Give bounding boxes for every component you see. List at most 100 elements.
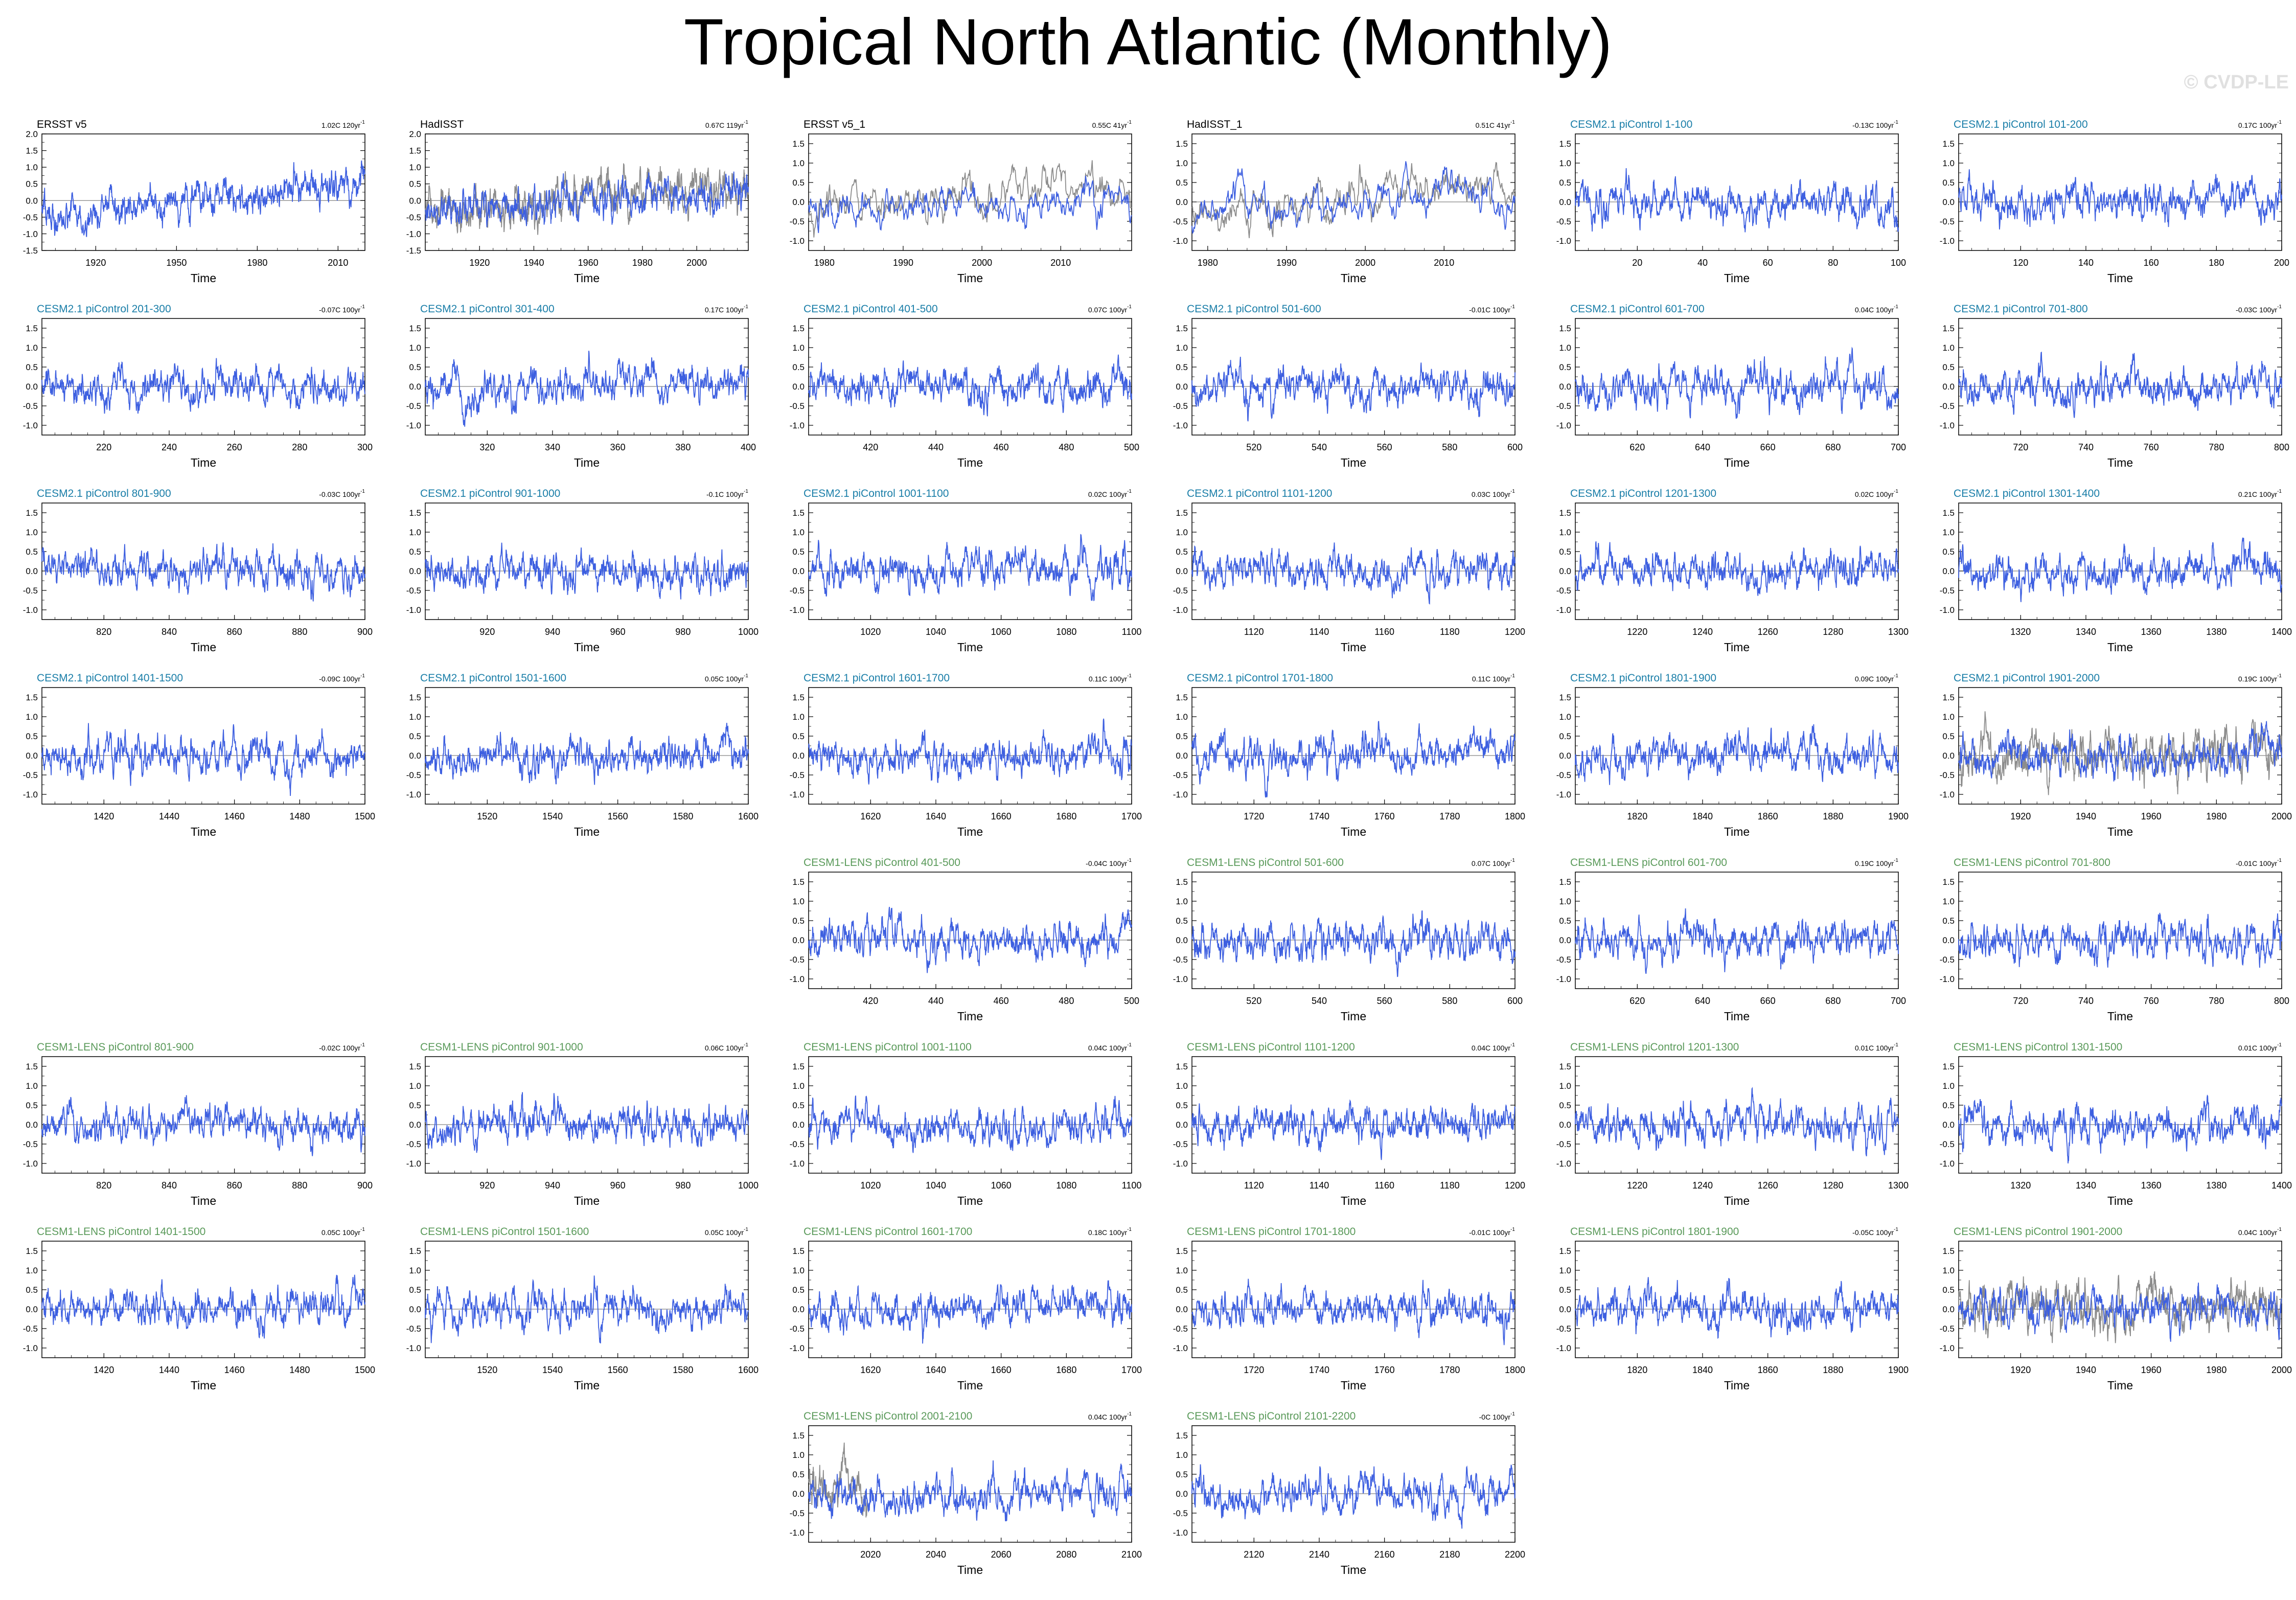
panel-title: CESM1-LENS piControl 1301-1500 — [1954, 1041, 2122, 1053]
x-tick-label: 1960 — [2141, 1365, 2162, 1375]
y-tick-label: -1.5 — [23, 246, 38, 256]
y-tick-label: -0.5 — [1940, 586, 1955, 596]
y-tick-label: 0.0 — [1176, 197, 1188, 207]
panel-title: CESM2.1 piControl 1501-1600 — [420, 672, 566, 684]
series-line — [1575, 908, 1899, 974]
x-axis-label: Time — [2107, 456, 2133, 469]
y-tick-label: 1.0 — [792, 158, 805, 168]
y-tick-label: 0.0 — [26, 751, 38, 761]
y-tick-label: -0.5 — [1556, 586, 1571, 596]
x-tick-label: 1460 — [224, 811, 245, 821]
y-tick-label: -0.5 — [1173, 770, 1188, 780]
y-tick-label: 1.5 — [792, 1062, 805, 1071]
panel-title: CESM2.1 piControl 1601-1700 — [803, 672, 950, 684]
y-tick-label: -1.0 — [790, 421, 805, 430]
x-tick-label: 260 — [227, 442, 242, 452]
x-tick-label: 1920 — [2010, 1365, 2031, 1375]
y-tick-label: 0.5 — [792, 916, 805, 926]
x-tick-label: 540 — [1312, 442, 1327, 452]
panel: CESM1-LENS piControl 701-800 -0.01C 100yr… — [1940, 857, 2289, 1023]
trend-label: 0.51C 41yr-1 — [1476, 120, 1516, 129]
x-tick-label: 1920 — [2010, 811, 2031, 821]
trend-label: -0.13C 100yr-1 — [1852, 120, 1898, 129]
series-line — [41, 1274, 365, 1339]
x-axis-label: Time — [957, 456, 983, 469]
y-tick-label: 1.5 — [409, 146, 421, 156]
y-tick-label: 1.0 — [409, 712, 421, 722]
panel: HadISST_1 0.51C 41yr-1 -1.0 -0.5 0.0 0.5 1.0 1.… — [1173, 119, 1516, 285]
y-tick-label: 0.0 — [1176, 935, 1188, 945]
plot-frame — [1575, 687, 1899, 805]
y-tick-label: -1.0 — [1556, 236, 1571, 246]
y-tick-label: 0.5 — [1176, 547, 1188, 557]
x-tick-label: 200 — [2274, 258, 2289, 268]
y-tick-label: -0.5 — [1173, 401, 1188, 411]
y-tick-label: 1.5 — [1942, 324, 1955, 333]
x-tick-label: 1600 — [738, 811, 759, 821]
x-tick-label: 840 — [162, 627, 177, 637]
x-tick-label: 1260 — [1758, 627, 1778, 637]
x-axis-label: Time — [574, 1379, 600, 1392]
plot-frame — [41, 318, 365, 436]
y-tick-label: 1.5 — [1559, 139, 1571, 149]
x-axis-label: Time — [1724, 641, 1750, 654]
y-tick-label: 0.0 — [792, 751, 805, 761]
plot-frame — [1575, 133, 1899, 251]
y-tick-label: -1.0 — [1556, 790, 1571, 799]
y-tick-label: 1.5 — [26, 324, 38, 333]
x-axis-label: Time — [1341, 1194, 1366, 1207]
x-tick-label: 1880 — [1823, 811, 1843, 821]
x-tick-label: 2180 — [1439, 1549, 1460, 1560]
panel-title: CESM1-LENS piControl 1801-1900 — [1570, 1226, 1739, 1238]
y-tick-label: -1.0 — [790, 1343, 805, 1353]
trend-label: -0.03C 100yr-1 — [319, 489, 365, 498]
y-tick-label: -0.5 — [406, 1139, 421, 1149]
trend-label: 0.07C 100yr-1 — [1472, 858, 1516, 867]
y-tick-label: 1.5 — [1559, 508, 1571, 518]
y-tick-label: 2.0 — [26, 129, 38, 139]
x-tick-label: 400 — [741, 442, 756, 452]
series-line — [808, 1460, 1132, 1522]
y-tick-label: 1.0 — [409, 1266, 421, 1275]
x-tick-label: 1480 — [289, 811, 310, 821]
y-tick-label: 0.5 — [792, 732, 805, 741]
trend-label: 0.17C 100yr-1 — [2238, 120, 2282, 129]
trend-label: 0.19C 100yr-1 — [1855, 858, 1899, 867]
y-tick-label: -0.5 — [790, 1139, 805, 1149]
y-tick-label: -0.5 — [406, 770, 421, 780]
panel-title: CESM2.1 piControl 101-200 — [1954, 119, 2088, 130]
series-line — [41, 542, 365, 602]
y-tick-label: 1.0 — [792, 1266, 805, 1275]
y-tick-label: -1.0 — [1940, 236, 1955, 246]
series-line — [1958, 1094, 2282, 1163]
x-tick-label: 1660 — [991, 1365, 1012, 1375]
y-tick-label: 0.0 — [1176, 1489, 1188, 1499]
x-tick-label: 1000 — [738, 1180, 759, 1191]
y-tick-label: 1.5 — [792, 693, 805, 702]
x-tick-label: 760 — [2144, 442, 2159, 452]
plot-frame — [808, 872, 1132, 989]
y-tick-label: 1.0 — [1559, 528, 1571, 537]
x-tick-label: 1100 — [1122, 1180, 1142, 1191]
x-tick-label: 1980 — [2206, 811, 2226, 821]
x-axis-label: Time — [1724, 1194, 1750, 1207]
panel: CESM2.1 piControl 1301-1400 0.21C 100yr-1… — [1940, 488, 2292, 654]
y-tick-label: 1.0 — [26, 1266, 38, 1275]
panel-title: CESM2.1 piControl 901-1000 — [420, 488, 560, 499]
y-tick-label: 1.5 — [409, 1062, 421, 1071]
trend-label: 0.11C 100yr-1 — [1472, 673, 1516, 683]
y-tick-label: 0.5 — [26, 547, 38, 557]
panel: CESM1-LENS piControl 1601-1700 0.18C 100y… — [790, 1226, 1142, 1392]
y-tick-label: 1.0 — [409, 528, 421, 537]
x-tick-label: 620 — [1629, 442, 1645, 452]
trend-label: 0.01C 100yr-1 — [2238, 1042, 2282, 1052]
panel-title: CESM2.1 piControl 1-100 — [1570, 119, 1692, 130]
series-line — [1191, 721, 1516, 798]
panel-title: CESM2.1 piControl 601-700 — [1570, 303, 1705, 315]
y-tick-label: -1.0 — [406, 421, 421, 430]
y-tick-label: 1.0 — [1942, 528, 1955, 537]
y-tick-label: -1.0 — [1173, 1343, 1188, 1353]
x-tick-label: 2000 — [686, 258, 707, 268]
y-tick-label: 0.5 — [1942, 547, 1955, 557]
y-tick-label: 0.0 — [1942, 197, 1955, 207]
